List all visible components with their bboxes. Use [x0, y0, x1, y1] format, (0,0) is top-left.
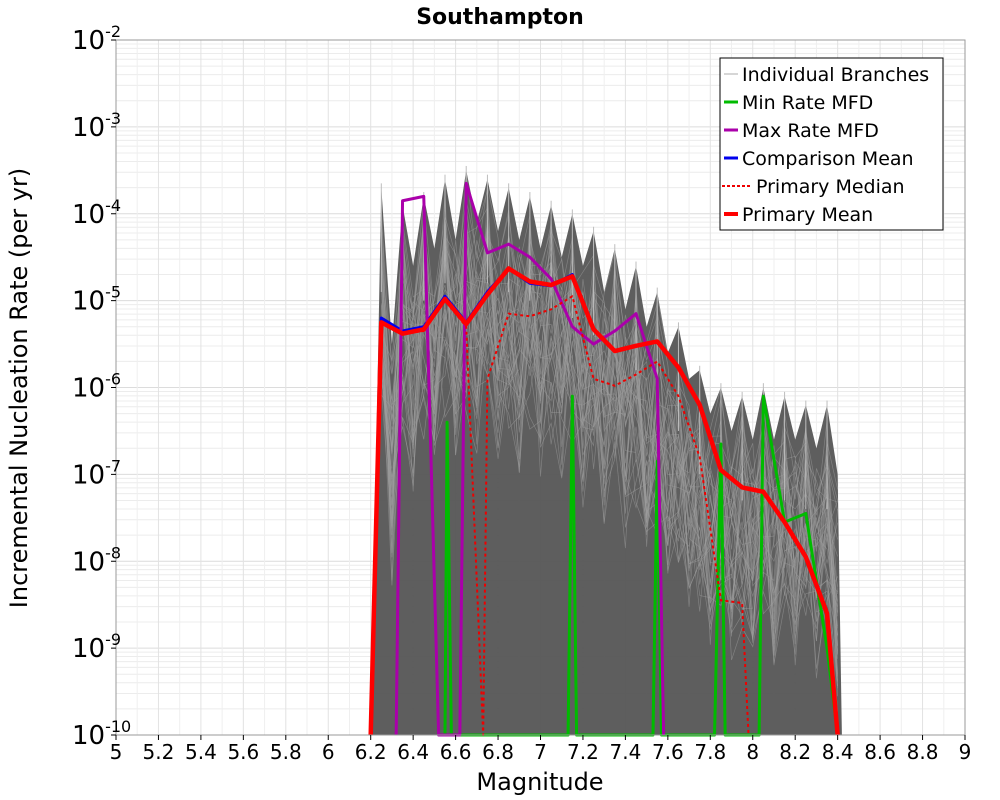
legend-label: Max Rate MFD	[742, 120, 879, 142]
x-tick-label: 6.6	[440, 740, 472, 764]
x-tick-label: 5.6	[227, 740, 259, 764]
legend-label: Comparison Mean	[742, 148, 914, 170]
x-tick-label: 7	[534, 740, 547, 764]
y-tick-label: 10-10	[72, 717, 131, 751]
legend-label: Primary Median	[756, 176, 905, 198]
x-tick-label: 6.4	[397, 740, 429, 764]
y-tick-label: 10-6	[72, 370, 121, 404]
x-axis-label: Magnitude	[476, 768, 603, 796]
legend-label: Min Rate MFD	[742, 92, 873, 114]
y-axis-label: Incremental Nucleation Rate (per yr)	[5, 168, 33, 608]
x-tick-label: 8.4	[822, 740, 854, 764]
x-tick-label: 6.8	[482, 740, 514, 764]
legend-box	[719, 57, 944, 231]
y-tick-label: 10-4	[72, 196, 121, 230]
chart-title: Southampton	[416, 5, 584, 30]
x-axis-ticks: 5 5.2 5.4 5.6 5.8 6 6.2 6.4 6.6 6.8 7 7.2 7.4 7.6 7.8 8…	[110, 735, 972, 764]
x-tick-label: 6	[322, 740, 335, 764]
series-line-primary-mean	[368, 266, 840, 736]
branch-line	[380, 197, 838, 602]
y-tick-label: 10-7	[72, 456, 121, 490]
y-tick-label: 10-2	[72, 22, 121, 56]
x-tick-label: 9	[959, 740, 972, 764]
x-tick-label: 7.6	[652, 740, 684, 764]
x-tick-label: 7.2	[567, 740, 599, 764]
legend-label: Primary Mean	[742, 204, 873, 226]
y-tick-label: 10-8	[72, 543, 121, 577]
x-tick-label: 5.8	[270, 740, 302, 764]
series-line-max-rate-mfd	[394, 181, 666, 737]
y-axis-ticks: 10-2 10-3 10-4 10-5 10-6 10-7 10-8 10-9 10-10	[72, 22, 131, 751]
x-tick-label: 5.2	[143, 740, 175, 764]
x-tick-label: 6.2	[355, 740, 387, 764]
y-tick-label: 10-5	[72, 283, 121, 317]
x-tick-label: 7.4	[609, 740, 641, 764]
legend: Individual Branches Min Rate MFD Max Rate …	[719, 57, 944, 231]
y-tick-label: 10-9	[72, 630, 121, 664]
legend-label: Individual Branches	[742, 64, 929, 86]
x-tick-label: 8.6	[864, 740, 896, 764]
x-tick-label: 7.8	[694, 740, 726, 764]
x-tick-label: 8	[746, 740, 759, 764]
x-tick-label: 5.4	[185, 740, 217, 764]
x-tick-label: 8.8	[907, 740, 939, 764]
y-tick-label: 10-3	[72, 109, 121, 143]
x-tick-label: 8.2	[779, 740, 811, 764]
x-tick-label: 5	[110, 740, 123, 764]
